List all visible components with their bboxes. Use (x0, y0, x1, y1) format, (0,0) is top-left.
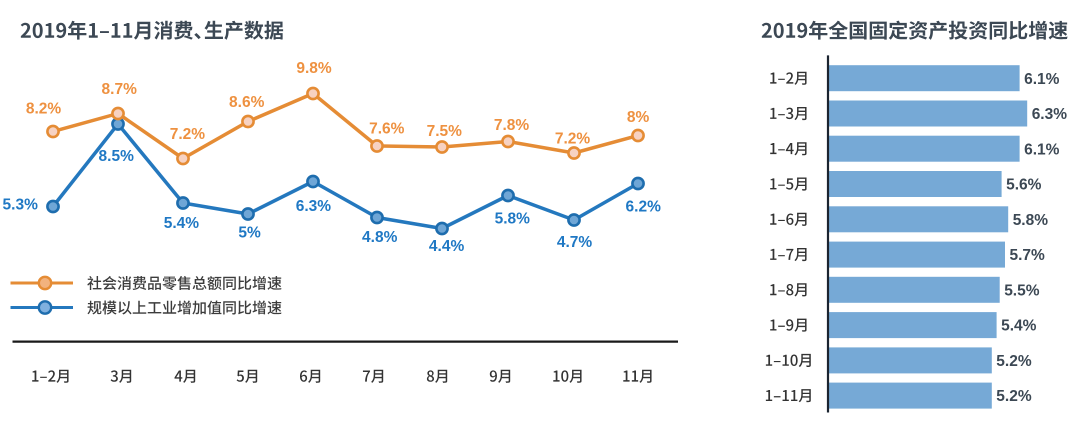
svg-text:4.8%: 4.8% (362, 229, 398, 246)
svg-text:5.5%: 5.5% (1004, 282, 1040, 299)
svg-text:5.4%: 5.4% (164, 215, 200, 232)
svg-text:5.2%: 5.2% (996, 353, 1032, 370)
svg-text:6.3%: 6.3% (1032, 106, 1068, 123)
svg-text:9.8%: 9.8% (296, 60, 332, 77)
svg-text:7.2%: 7.2% (170, 126, 206, 143)
svg-text:5.8%: 5.8% (1013, 212, 1049, 229)
svg-text:7.5%: 7.5% (427, 123, 463, 140)
svg-text:5.7%: 5.7% (1010, 247, 1046, 264)
svg-text:4.7%: 4.7% (557, 234, 593, 251)
svg-text:5.6%: 5.6% (1006, 177, 1042, 194)
svg-text:4.4%: 4.4% (429, 238, 465, 255)
svg-text:6.2%: 6.2% (626, 198, 662, 215)
svg-text:8.7%: 8.7% (102, 81, 138, 98)
svg-text:8.6%: 8.6% (229, 94, 265, 111)
svg-text:5.4%: 5.4% (1001, 318, 1037, 335)
svg-text:7.8%: 7.8% (494, 117, 530, 134)
svg-text:7.2%: 7.2% (555, 131, 591, 148)
svg-text:6.3%: 6.3% (296, 198, 332, 215)
svg-text:8.5%: 8.5% (99, 148, 135, 165)
svg-text:8.2%: 8.2% (26, 101, 62, 118)
svg-text:5%: 5% (238, 224, 261, 241)
svg-text:6.1%: 6.1% (1024, 141, 1060, 158)
svg-text:6.1%: 6.1% (1024, 71, 1060, 88)
svg-text:7.6%: 7.6% (369, 120, 405, 137)
svg-text:5.3%: 5.3% (3, 197, 39, 214)
svg-text:5.2%: 5.2% (996, 388, 1032, 405)
svg-text:5.8%: 5.8% (495, 211, 531, 228)
svg-text:8%: 8% (627, 109, 650, 126)
